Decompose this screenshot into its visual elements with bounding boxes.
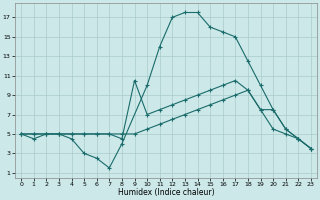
X-axis label: Humidex (Indice chaleur): Humidex (Indice chaleur): [118, 188, 214, 197]
